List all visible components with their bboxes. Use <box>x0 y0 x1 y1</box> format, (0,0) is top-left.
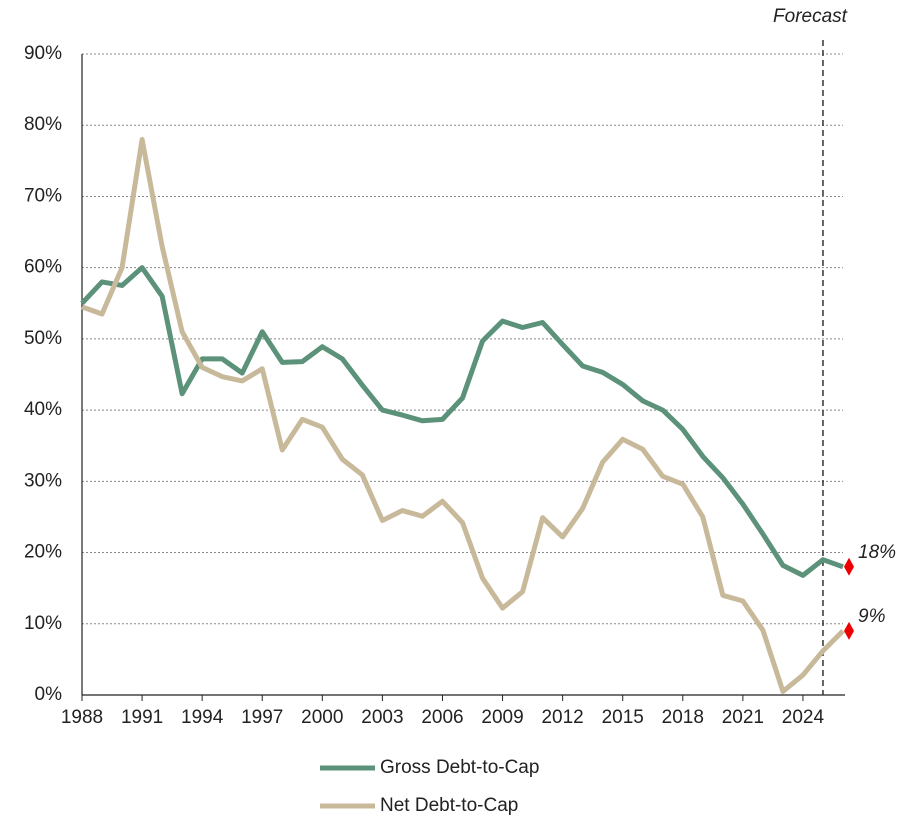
legend-label: Net Debt-to-Cap <box>380 795 518 816</box>
x-tick-label: 2021 <box>722 707 764 728</box>
y-tick-label: 70% <box>24 185 62 206</box>
x-tick-label: 2018 <box>662 707 704 728</box>
x-tick-label: 2015 <box>602 707 644 728</box>
end-label: 18% <box>858 542 896 563</box>
x-tick-label: 2009 <box>481 707 523 728</box>
y-tick-label: 50% <box>24 328 62 349</box>
end-label: 9% <box>858 606 886 627</box>
y-tick-label: 90% <box>24 43 62 64</box>
x-tick-label: 1994 <box>181 707 224 728</box>
x-tick-label: 1988 <box>61 707 103 728</box>
x-tick-label: 2006 <box>421 707 463 728</box>
x-tick-label: 2024 <box>782 707 825 728</box>
series-line <box>81 136 845 694</box>
y-tick-label: 80% <box>24 114 62 135</box>
y-tick-label: 20% <box>24 542 62 563</box>
x-tick-label: 1991 <box>121 707 163 728</box>
end-marker <box>844 557 854 576</box>
x-tick-label: 2012 <box>541 707 583 728</box>
x-tick-label: 2003 <box>361 707 403 728</box>
x-tick-label: 2000 <box>301 707 343 728</box>
y-tick-label: 40% <box>24 399 62 420</box>
y-tick-label: 10% <box>24 613 62 634</box>
legend-label: Gross Debt-to-Cap <box>380 757 539 778</box>
y-tick-label: 60% <box>24 257 62 278</box>
forecast-label: Forecast <box>773 6 848 27</box>
y-tick-label: 0% <box>35 684 63 705</box>
end-marker <box>844 621 854 640</box>
y-tick-label: 30% <box>24 470 62 491</box>
series-line <box>80 265 844 578</box>
x-tick-label: 1997 <box>241 707 283 728</box>
